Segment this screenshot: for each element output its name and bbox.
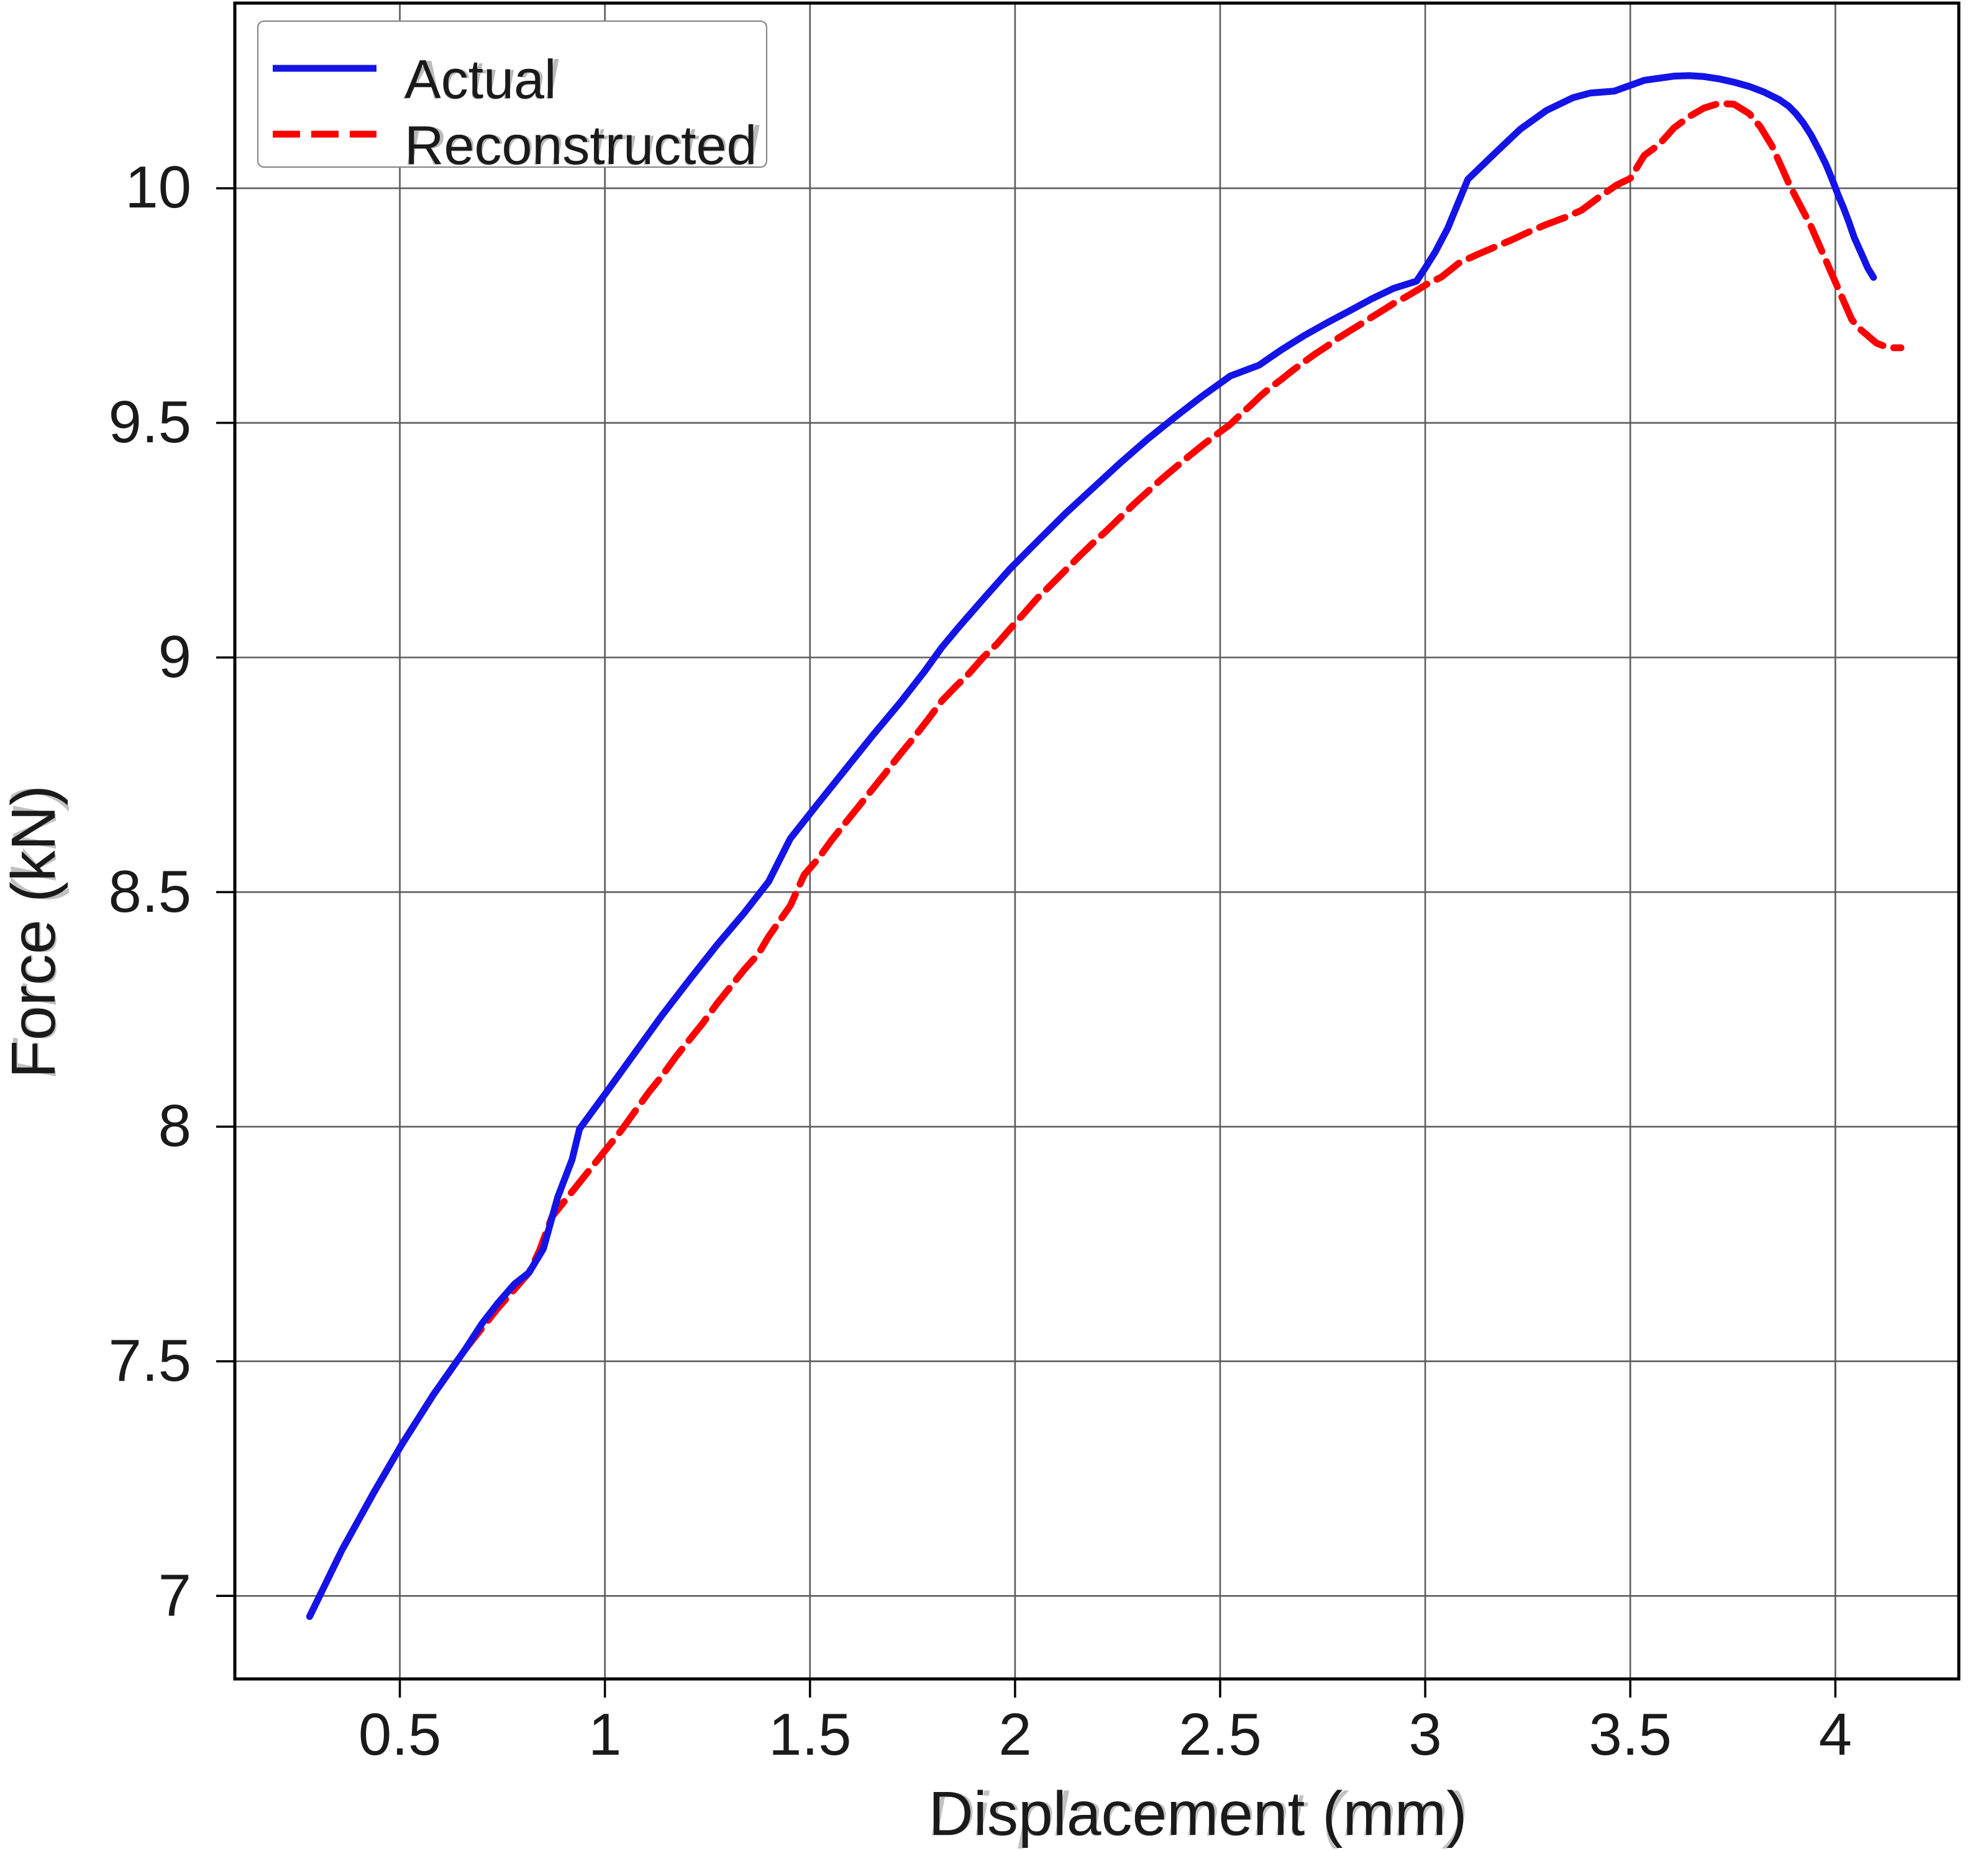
svg-text:Displacement (mm): Displacement (mm)	[929, 1779, 1467, 1849]
svg-text:3.5: 3.5	[1589, 1701, 1671, 1768]
svg-text:2.5: 2.5	[1179, 1701, 1261, 1768]
svg-text:8.5: 8.5	[109, 858, 191, 925]
svg-text:Actual: Actual	[404, 48, 557, 110]
svg-text:4: 4	[1819, 1701, 1852, 1768]
svg-text:9.5: 9.5	[109, 389, 191, 455]
svg-text:2: 2	[998, 1701, 1031, 1768]
svg-text:8: 8	[158, 1093, 191, 1159]
svg-text:7: 7	[158, 1562, 191, 1629]
svg-text:9: 9	[158, 624, 191, 690]
svg-text:3: 3	[1408, 1701, 1441, 1768]
svg-text:0.5: 0.5	[358, 1701, 441, 1768]
svg-text:Force (kN): Force (kN)	[0, 785, 68, 1078]
svg-text:Reconstructed: Reconstructed	[404, 114, 757, 176]
svg-text:1.5: 1.5	[768, 1701, 851, 1768]
svg-text:10: 10	[125, 154, 191, 221]
svg-text:7.5: 7.5	[109, 1327, 191, 1394]
svg-text:1: 1	[588, 1701, 621, 1768]
